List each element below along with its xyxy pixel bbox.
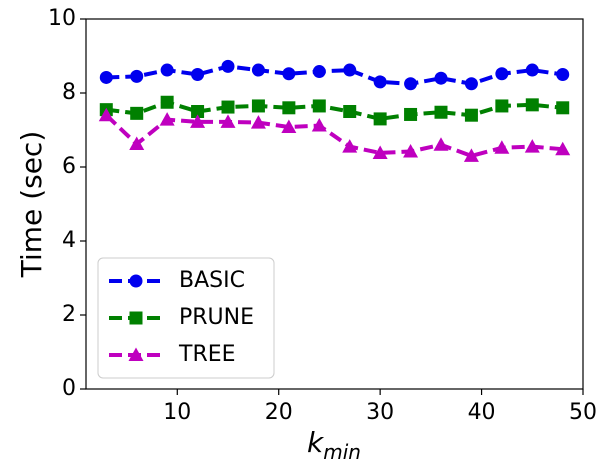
data-point-tree	[190, 114, 206, 128]
y-tick-label: 2	[62, 302, 76, 327]
series-line-prune	[106, 100, 563, 121]
data-point-tree	[463, 148, 479, 162]
series-line-tree	[104, 113, 563, 158]
x-tick-label: 40	[468, 400, 496, 425]
data-point-prune	[282, 101, 296, 115]
series-layer	[98, 59, 571, 162]
data-point-basic	[495, 67, 509, 81]
data-point-basic	[343, 63, 357, 77]
data-point-prune	[434, 105, 448, 119]
data-point-tree	[403, 143, 419, 158]
data-point-basic	[130, 69, 144, 83]
x-tick-label: 20	[265, 400, 293, 425]
data-point-prune	[130, 106, 144, 120]
data-point-prune	[525, 98, 539, 112]
x-tick-label: 30	[366, 400, 394, 425]
data-point-prune	[495, 99, 509, 113]
data-point-basic	[160, 63, 174, 77]
x-axis-label: kmin	[307, 426, 361, 464]
data-point-prune	[221, 100, 235, 114]
data-point-basic	[282, 67, 296, 81]
data-point-prune	[312, 99, 326, 113]
data-point-tree	[220, 114, 236, 128]
legend-box	[97, 257, 275, 379]
series-basic	[99, 59, 570, 91]
legend-label-prune: PRUNE	[179, 305, 254, 330]
data-point-tree	[281, 119, 297, 134]
data-point-tree	[129, 136, 145, 151]
legend-marker-basic	[129, 274, 143, 288]
series-line-basic	[106, 64, 563, 86]
data-point-tree	[98, 107, 114, 122]
data-point-prune	[556, 101, 570, 115]
data-point-prune	[464, 108, 478, 122]
x-axis-label-subscript: min	[323, 440, 361, 464]
data-point-basic	[99, 70, 113, 84]
data-point-prune	[343, 105, 357, 118]
data-point-basic	[464, 77, 478, 91]
data-point-tree	[311, 118, 327, 132]
data-point-basic	[373, 75, 387, 89]
series-tree	[98, 107, 571, 162]
x-axis-label-main: k	[307, 426, 325, 459]
legend-marker-tree	[128, 347, 144, 361]
data-point-tree	[433, 137, 449, 151]
x-tick-label: 10	[163, 400, 191, 425]
data-point-prune	[160, 95, 174, 109]
data-point-prune	[191, 105, 205, 118]
data-point-basic	[191, 68, 205, 81]
y-tick-label: 10	[48, 6, 76, 31]
legend: BASIC PRUNE TREE	[97, 257, 275, 379]
data-point-tree	[494, 140, 510, 154]
y-tick-label: 4	[62, 228, 76, 253]
data-point-tree	[372, 145, 388, 159]
y-tick-label: 0	[62, 376, 76, 401]
data-point-basic	[404, 77, 418, 91]
data-point-basic	[312, 65, 326, 79]
data-point-prune	[404, 107, 418, 121]
data-point-basic	[434, 71, 448, 85]
data-point-prune	[373, 112, 387, 126]
data-point-tree	[250, 115, 266, 129]
data-point-tree	[342, 139, 358, 153]
x-tick-label: 50	[569, 400, 597, 425]
data-point-basic	[556, 68, 570, 81]
legend-marker-prune	[129, 311, 143, 325]
data-point-tree	[555, 141, 571, 156]
data-point-tree	[524, 139, 540, 153]
data-point-tree	[159, 112, 175, 126]
legend-label-tree: TREE	[178, 342, 236, 367]
legend-label-basic: BASIC	[179, 268, 245, 293]
data-point-basic	[525, 63, 539, 77]
data-point-basic	[251, 63, 265, 77]
data-point-basic	[221, 59, 235, 73]
y-axis-ticks: 0 2 4 6 8 10	[48, 6, 86, 401]
y-tick-label: 6	[62, 154, 76, 179]
series-prune	[99, 95, 570, 126]
x-axis-ticks: 10 20 30 40 50	[163, 389, 597, 425]
data-point-prune	[251, 99, 265, 113]
y-tick-label: 8	[62, 80, 76, 105]
y-axis-label: Time (sec)	[15, 131, 48, 278]
